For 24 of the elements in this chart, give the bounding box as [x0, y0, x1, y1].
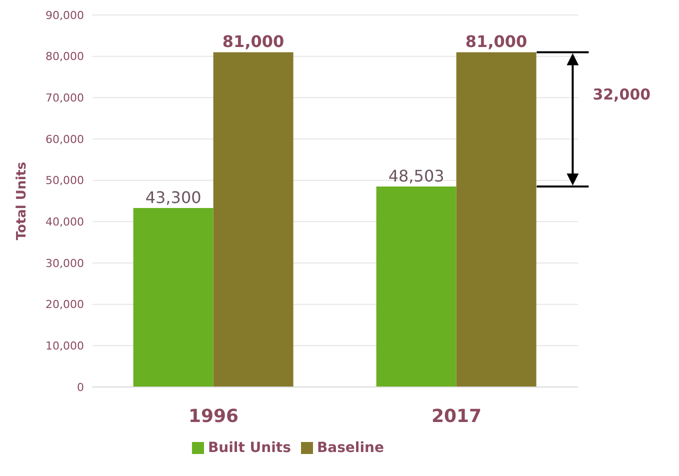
- x-tick-label: 2017: [431, 406, 482, 427]
- bar: [456, 52, 536, 387]
- data-label: 43,300: [145, 188, 202, 208]
- y-tick-label: 50,000: [46, 174, 84, 188]
- bar: [376, 186, 456, 387]
- bar: [133, 208, 214, 387]
- y-tick-label: 60,000: [46, 132, 84, 146]
- data-label: 81,000: [222, 32, 284, 52]
- y-tick-label: 10,000: [46, 340, 84, 353]
- y-tick-label: 30,000: [46, 256, 84, 270]
- y-axis-title: Total Units: [14, 162, 30, 240]
- y-tick-label: 20,000: [46, 298, 84, 312]
- y-tick-label: 40,000: [46, 216, 84, 229]
- y-tick-label: 80,000: [46, 50, 84, 64]
- data-label: 48,503: [388, 166, 444, 186]
- text: 32,000: [592, 85, 651, 104]
- legend-label: Baseline: [316, 440, 384, 456]
- y-tick-label: 90,000: [46, 8, 84, 22]
- x-tick-label: 1996: [188, 406, 239, 427]
- y-tick-label: 70,000: [46, 92, 84, 105]
- y-tick-label: 0: [77, 380, 84, 394]
- legend-label: Built Units: [208, 440, 291, 456]
- bar: [213, 52, 294, 387]
- data-label: 81,000: [465, 32, 528, 52]
